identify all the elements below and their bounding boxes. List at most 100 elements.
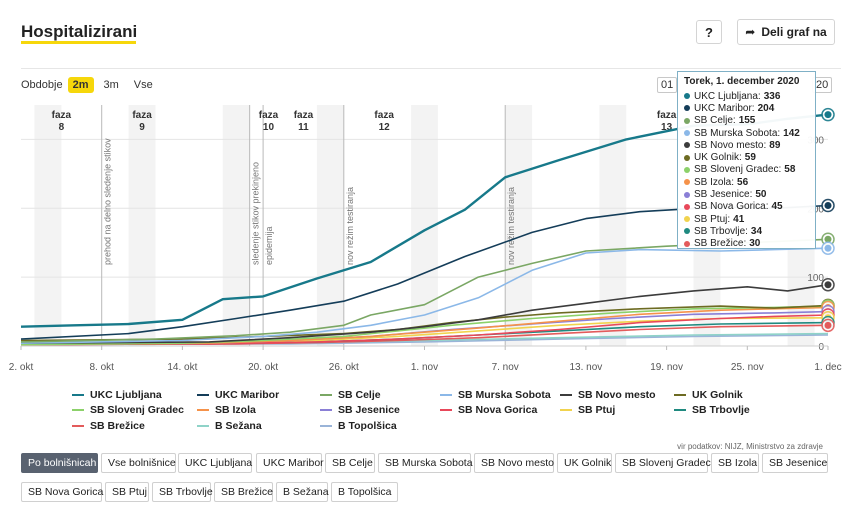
legend-label: SB Novo mesto [578, 389, 656, 401]
phase-label: faza [52, 110, 72, 121]
tooltip-series-value: 336 [763, 90, 781, 102]
series-dot-icon [684, 154, 690, 161]
legend-item[interactable]: B Topolšica [320, 420, 397, 432]
x-tick-label: 7. nov [492, 362, 519, 373]
series-dot-icon [684, 240, 690, 247]
filter-button[interactable]: SB Trbovlje [152, 482, 213, 502]
filter-button[interactable]: UKC Ljubljana [178, 453, 252, 473]
legend-item[interactable]: SB Novo mesto [560, 389, 656, 401]
event-label: nov režim testiranja [345, 187, 355, 265]
tooltip-series-name: SB Slovenj Gradec: [694, 164, 782, 176]
tooltip-series-value: 45 [771, 201, 783, 213]
tooltip-series-name: SB Celje: [694, 115, 736, 127]
tooltip-series-value: 142 [783, 127, 800, 139]
legend-label: SB Murska Sobota [458, 389, 551, 401]
filter-button[interactable]: SB Murska Sobota [378, 453, 473, 473]
filter-button[interactable]: Vse bolnišnice [101, 453, 176, 473]
filter-button[interactable]: B Topolšica [331, 482, 398, 502]
x-tick-label: 13. nov [569, 362, 602, 373]
legend-label: B Topolšica [338, 420, 397, 432]
event-label: epidemija [264, 226, 274, 265]
legend-item[interactable]: SB Brežice [72, 420, 145, 432]
tooltip-row: SB Jesenice: 50 [684, 188, 809, 200]
series-dot-icon [684, 216, 690, 223]
range-from-input[interactable]: 01 [657, 77, 678, 93]
tooltip-row: SB Slovenj Gradec: 58 [684, 164, 809, 176]
filter-button[interactable]: SB Slovenj Gradec [615, 453, 711, 473]
legend-swatch-icon [674, 409, 686, 411]
filter-button[interactable]: SB Ptuj [105, 482, 149, 502]
period-option-3m[interactable]: 3m [103, 79, 119, 91]
filter-button[interactable]: UK Golnik [557, 453, 612, 473]
legend-item[interactable]: SB Murska Sobota [440, 389, 551, 401]
tooltip-row: SB Celje: 155 [684, 115, 809, 127]
tooltip-series-value: 204 [757, 102, 775, 114]
x-tick-label: 26. okt [329, 362, 359, 373]
legend-item[interactable]: SB Jesenice [320, 404, 400, 416]
legend-item[interactable]: SB Ptuj [560, 404, 615, 416]
tooltip-series-name: UKC Maribor: [694, 102, 755, 114]
tooltip-series-name: SB Murska Sobota: [694, 127, 781, 139]
tooltip-row: SB Brežice: 30 [684, 238, 809, 250]
legend-label: SB Izola [215, 404, 256, 416]
tooltip-series-value: 41 [733, 213, 745, 225]
tooltip-series-value: 56 [737, 176, 749, 188]
filter-button[interactable]: SB Brežice [214, 482, 273, 502]
share-button[interactable]: ➦ Deli graf na [737, 19, 835, 45]
legend-item[interactable]: SB Izola [197, 404, 256, 416]
filter-button[interactable]: SB Novo mesto [474, 453, 554, 473]
legend-item[interactable]: SB Celje [320, 389, 381, 401]
filter-button[interactable]: SB Nova Gorica [21, 482, 103, 502]
legend-swatch-icon [560, 409, 572, 411]
filter-button[interactable]: B Sežana [276, 482, 329, 502]
tooltip-series-value: 89 [769, 139, 781, 151]
series-dot-icon [684, 93, 690, 100]
tooltip-row: SB Izola: 56 [684, 176, 809, 188]
legend-item[interactable]: SB Nova Gorica [440, 404, 537, 416]
period-option-all[interactable]: Vse [133, 79, 153, 91]
tooltip-row: SB Ptuj: 41 [684, 213, 809, 225]
legend-item[interactable]: UK Golnik [674, 389, 743, 401]
legend-swatch-icon [440, 409, 452, 411]
legend-item[interactable]: B Sežana [197, 420, 262, 432]
tooltip-series-value: 59 [744, 152, 756, 164]
range-to-input[interactable]: 20 [812, 77, 833, 93]
weekend-band [34, 105, 62, 346]
legend-label: B Sežana [215, 420, 262, 432]
legend-item[interactable]: SB Slovenj Gradec [72, 404, 184, 416]
legend-item[interactable]: SB Trbovlje [674, 404, 750, 416]
legend-swatch-icon [72, 409, 84, 411]
chart-title: Hospitalizirani [21, 22, 138, 41]
series-dot-icon [684, 203, 690, 210]
series-end-point [824, 321, 832, 329]
tooltip-series-name: UK Golnik: [694, 152, 742, 164]
tooltip-series-name: SB Trbovlje: [694, 225, 748, 237]
filter-button[interactable]: UKC Maribor [256, 453, 324, 473]
filter-button[interactable]: SB Izola [711, 453, 759, 473]
series-dot-icon [684, 130, 690, 137]
tooltip-series-name: UKC Ljubljana: [694, 90, 761, 102]
x-tick-label: 2. okt [9, 362, 34, 373]
weekend-band [128, 105, 156, 346]
tooltip-row: SB Murska Sobota: 142 [684, 127, 809, 139]
x-tick-label: 25. nov [731, 362, 764, 373]
tooltip-series-value: 30 [749, 238, 761, 250]
phase-number: 10 [263, 122, 275, 133]
series-line [20, 283, 829, 344]
help-button[interactable]: ? [696, 20, 722, 44]
filter-button[interactable]: SB Celje [325, 453, 375, 473]
filter-button[interactable]: SB Jesenice [762, 453, 828, 473]
legend-label: UKC Maribor [215, 389, 280, 401]
series-line [20, 247, 829, 344]
series-line [20, 314, 829, 346]
series-dot-icon [684, 179, 690, 186]
tooltip-row: UK Golnik: 59 [684, 151, 809, 163]
legend-item[interactable]: UKC Ljubljana [72, 389, 162, 401]
filter-button[interactable]: Po bolnišnicah [21, 453, 98, 473]
tooltip-series-name: SB Jesenice: [694, 189, 753, 201]
chart-tooltip: Torek, 1. december 2020 UKC Ljubljana: 33… [677, 71, 816, 249]
legend-swatch-icon [560, 394, 572, 396]
legend-item[interactable]: UKC Maribor [197, 389, 279, 401]
series-dot-icon [684, 166, 690, 173]
period-option-2m[interactable]: 2m [67, 77, 94, 93]
